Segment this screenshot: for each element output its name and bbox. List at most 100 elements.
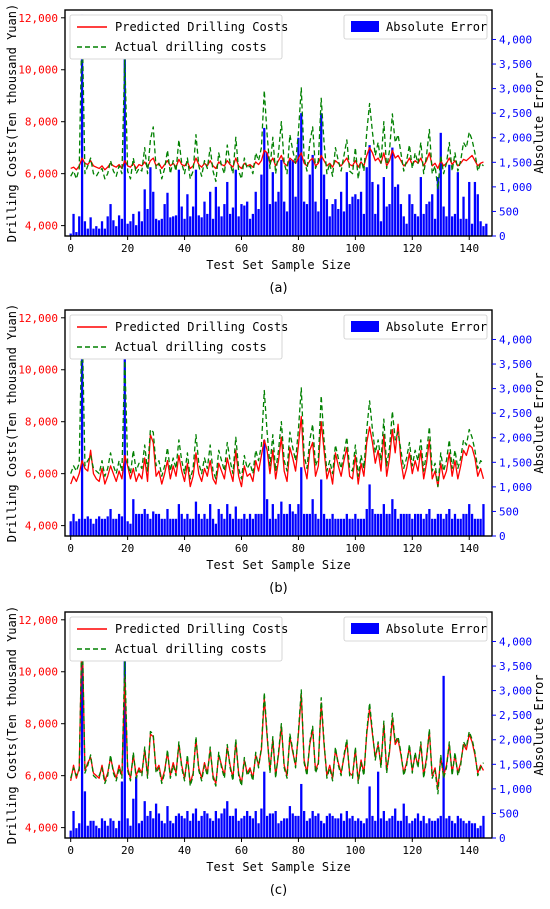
plot-frame	[64, 9, 493, 237]
legend-box	[69, 616, 283, 662]
error-bar	[348, 204, 351, 236]
error-bar	[302, 513, 306, 536]
x-tick-label: 40	[178, 542, 191, 555]
error-bar	[442, 206, 445, 236]
error-bar	[300, 783, 303, 838]
error-bar	[476, 518, 479, 536]
right-tick-label: 3,500	[499, 358, 532, 371]
error-bar	[197, 820, 200, 838]
error-bar	[126, 223, 129, 236]
x-tick-label: 140	[459, 844, 479, 857]
legend-box	[69, 314, 283, 360]
error-bar	[305, 820, 309, 838]
error-bar	[328, 216, 331, 236]
error-bar	[345, 513, 348, 536]
error-bar	[263, 127, 266, 236]
error-bar	[277, 513, 280, 536]
panel-caption: (c)	[270, 883, 287, 898]
left-tick-label: 4,000	[25, 220, 58, 233]
error-bar	[337, 818, 340, 838]
right-tick-label: 4,000	[499, 635, 532, 648]
error-bar	[374, 820, 377, 838]
error-bar	[294, 815, 297, 838]
error-bar	[300, 467, 303, 536]
error-bar	[166, 508, 169, 536]
right-tick-label: 3,500	[499, 660, 532, 673]
error-bar	[78, 823, 81, 838]
error-bar	[411, 518, 414, 536]
error-bar	[365, 818, 368, 838]
error-bar	[112, 820, 115, 838]
error-bar	[174, 215, 178, 236]
error-bar	[402, 216, 405, 236]
error-bar	[308, 174, 311, 236]
error-bar	[371, 181, 374, 236]
error-bar	[297, 504, 300, 536]
error-bar	[240, 204, 243, 236]
error-bar	[78, 518, 81, 536]
error-bar	[117, 820, 121, 838]
legend-swatch-error	[351, 623, 379, 634]
x-tick-label: 100	[345, 844, 365, 857]
error-bar	[399, 820, 403, 838]
error-bar	[123, 636, 126, 838]
error-bar	[302, 810, 306, 838]
chart-panel-3: 0 20 40 60 80 100 120 140 4,000 6,000 8,000 10,000 1…	[5, 606, 546, 898]
chart-panel-2: 0 20 40 60 80 100 120 140 4,000 6,000 8,000 10,000 1…	[5, 304, 546, 596]
error-bar	[234, 506, 237, 536]
error-bar	[439, 132, 442, 236]
error-bar	[331, 513, 334, 536]
error-bar	[476, 194, 479, 236]
right-tick-label: 3,000	[499, 383, 532, 396]
error-bar	[177, 169, 181, 236]
error-bar	[157, 813, 161, 838]
x-tick-label: 140	[459, 242, 479, 255]
error-bar	[320, 113, 323, 236]
error-bar	[419, 177, 422, 236]
x-tick-label: 100	[345, 542, 365, 555]
x-tick-label: 60	[235, 542, 248, 555]
error-bar	[180, 815, 183, 838]
error-bar	[359, 518, 363, 536]
error-bar	[465, 513, 468, 536]
error-bar	[72, 213, 75, 236]
error-bar	[314, 815, 317, 838]
error-bar	[106, 216, 109, 236]
left-tick-label: 6,000	[25, 770, 58, 783]
error-bar	[342, 518, 346, 536]
error-bar	[143, 801, 146, 838]
error-bar	[300, 113, 303, 236]
x-tick-label: 60	[235, 242, 248, 255]
error-bar	[98, 228, 101, 236]
error-bar	[132, 798, 135, 838]
right-tick-label: 3,000	[499, 83, 532, 96]
legend-label: Actual drilling costs	[115, 40, 267, 54]
error-bar	[200, 518, 203, 536]
error-bar	[260, 174, 263, 236]
error-bar	[439, 815, 442, 838]
error-bar	[234, 808, 237, 838]
x-tick-label: 120	[402, 242, 422, 255]
error-bar	[129, 523, 132, 536]
error-bar	[425, 823, 428, 838]
error-bar	[257, 208, 260, 236]
error-bar	[194, 808, 198, 838]
panel-caption: (a)	[269, 281, 287, 296]
error-bar	[254, 810, 257, 838]
error-bar	[459, 518, 462, 536]
error-bar	[92, 523, 95, 536]
legend-label: Actual drilling costs	[115, 642, 267, 656]
error-bar	[220, 813, 223, 838]
error-bar	[431, 820, 434, 838]
error-bar	[416, 216, 420, 236]
error-bar	[385, 206, 388, 236]
error-bar	[445, 513, 448, 536]
error-bar	[414, 213, 417, 236]
error-bar	[140, 820, 143, 838]
error-bar	[211, 518, 215, 536]
actual-cost-line	[70, 17, 484, 190]
error-bar	[191, 813, 195, 838]
error-bar	[428, 201, 431, 236]
error-bar	[223, 808, 226, 838]
error-bar	[405, 513, 408, 536]
